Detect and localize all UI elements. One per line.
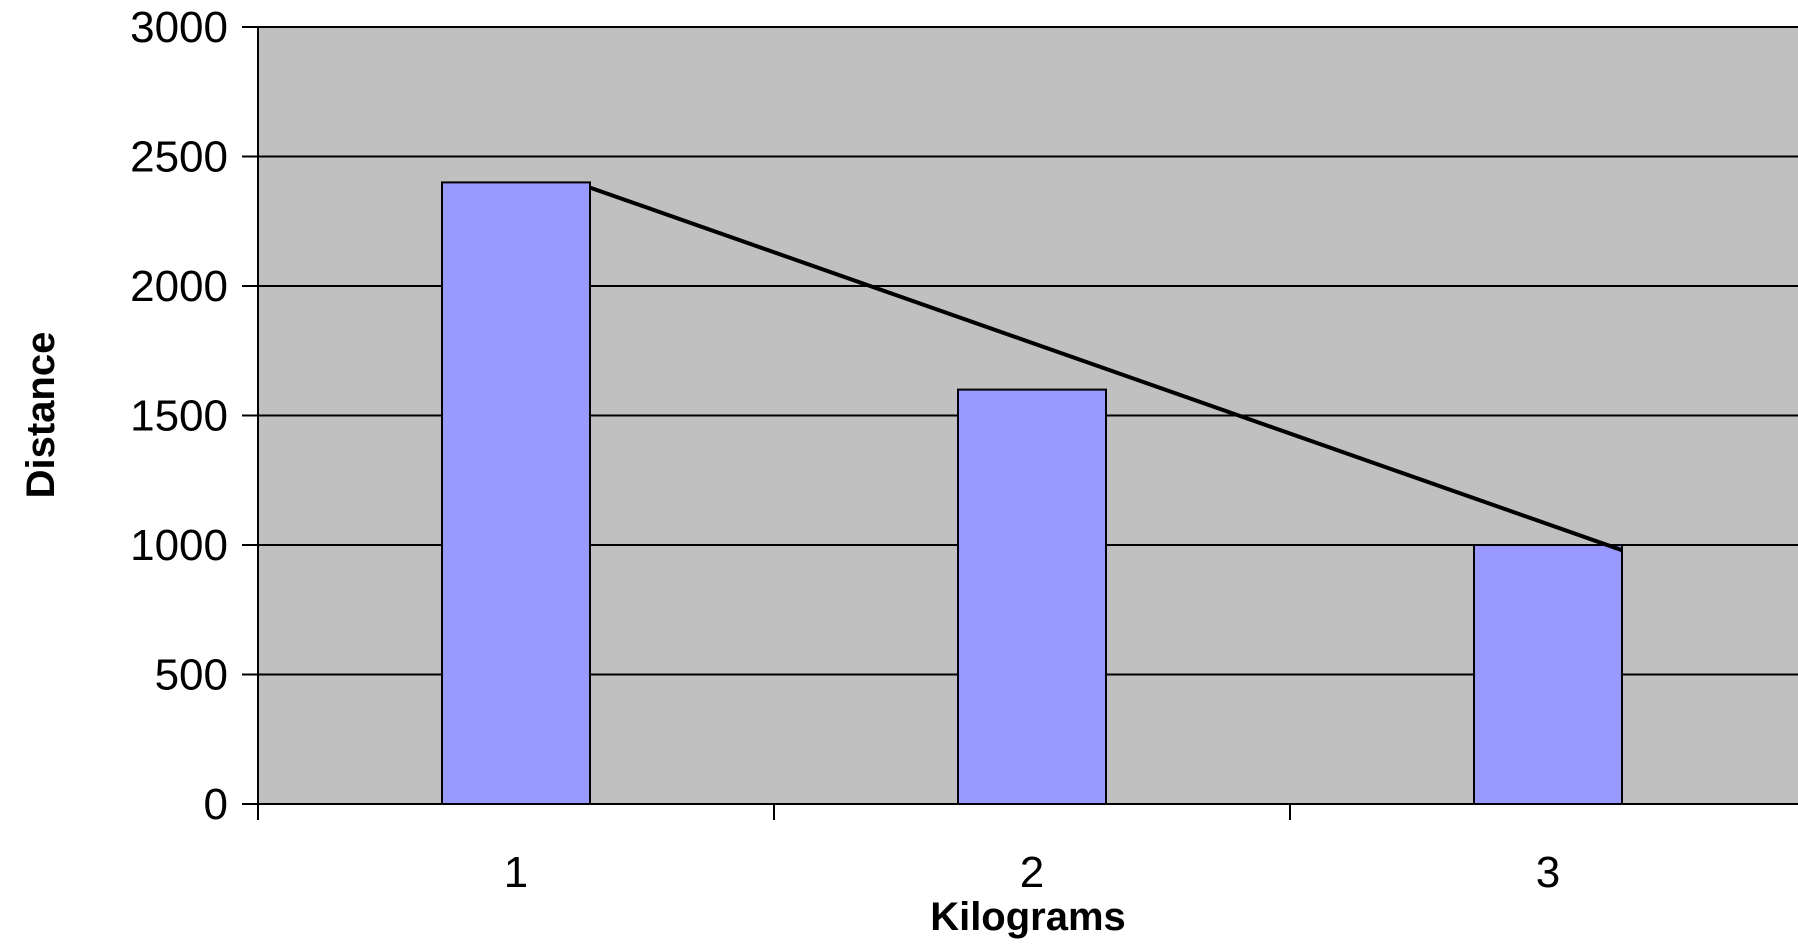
- x-tick-label-2: 2: [1020, 848, 1044, 897]
- y-tick-label-0: 0: [204, 780, 228, 829]
- y-tick-label-5: 2500: [130, 133, 228, 182]
- x-tick-label-1: 1: [504, 848, 528, 897]
- bars: [441, 181, 1623, 805]
- y-tick-labels: 0 500 1000 1500 2000 2500 3000: [130, 3, 228, 829]
- x-axis-title: Kilograms: [930, 895, 1126, 939]
- y-axis-title: Distance: [19, 332, 63, 499]
- y-tick-label-1: 500: [155, 651, 228, 700]
- y-tick-label-3: 1500: [130, 392, 228, 441]
- y-tick-label-6: 3000: [130, 3, 228, 52]
- trend-line: [589, 185, 1623, 553]
- axes: [242, 26, 1798, 820]
- y-tick-label-4: 2000: [130, 262, 228, 311]
- bar-2: [957, 388, 1107, 805]
- x-tick-labels: 1 2 3: [504, 848, 1560, 897]
- x-tick-label-3: 3: [1536, 848, 1560, 897]
- trend-line-layer: [589, 185, 1623, 553]
- bar-1: [441, 181, 591, 805]
- bar-3: [1473, 544, 1623, 805]
- y-tick-label-2: 1000: [130, 521, 228, 570]
